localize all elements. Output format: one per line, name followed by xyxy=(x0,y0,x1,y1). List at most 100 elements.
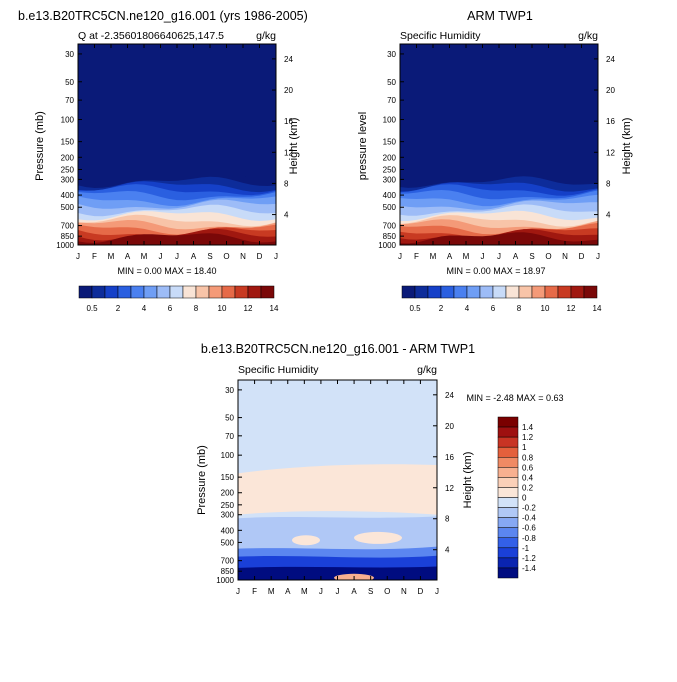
y-tick-label: 250 xyxy=(383,165,397,174)
colorbar-label: 8 xyxy=(517,304,522,313)
x-tick-label: J xyxy=(398,252,402,261)
x-tick-label: M xyxy=(268,587,275,596)
panel-obs-subtitle: Specific Humidity xyxy=(400,30,481,42)
x-tick-label: F xyxy=(92,252,97,261)
plot-field xyxy=(78,44,276,245)
colorbar-label: 0.4 xyxy=(522,473,534,482)
y-tick-label: 70 xyxy=(225,432,234,441)
panel-model-stats: MIN = 0.00 MAX = 18.40 xyxy=(117,266,216,276)
y-tick-label: 1000 xyxy=(56,241,74,250)
y-tick-label: 1000 xyxy=(216,576,234,585)
colorbar-swatch xyxy=(260,285,275,299)
x-tick-label: J xyxy=(274,252,278,261)
colorbar-label: 0.5 xyxy=(409,304,421,313)
panel-diff-colorbar: 1.41.210.80.60.40.20-0.2-0.4-0.6-0.8-1-1… xyxy=(497,416,536,579)
colorbar-swatch xyxy=(440,285,455,299)
panel-diff-subtitle: Specific Humidity xyxy=(238,364,319,376)
panel-model-y2label: Height (km) xyxy=(288,118,300,175)
panel-model-title: b.e13.B20TRC5CN.ne120_g16.001 (yrs 1986-… xyxy=(18,9,308,23)
panel-diff-units: g/kg xyxy=(417,364,437,376)
colorbar-swatch xyxy=(505,285,520,299)
colorbar-label: 0.5 xyxy=(86,304,98,313)
y2-tick-label: 24 xyxy=(445,391,454,400)
x-tick-label: O xyxy=(384,587,390,596)
colorbar-label: 1.2 xyxy=(522,433,534,442)
colorbar-label: 4 xyxy=(465,304,470,313)
y-tick-label: 250 xyxy=(221,501,235,510)
colorbar-swatch xyxy=(497,557,519,569)
colorbar-label: 0 xyxy=(522,494,527,503)
panel-obs-ylabel: pressure level xyxy=(357,112,369,180)
colorbar-label: -0.4 xyxy=(522,514,536,523)
y-tick-label: 850 xyxy=(383,232,397,241)
y-tick-label: 200 xyxy=(221,489,235,498)
colorbar-label: -1.4 xyxy=(522,564,536,573)
x-tick-label: D xyxy=(257,252,263,261)
x-tick-label: J xyxy=(76,252,80,261)
y-tick-label: 500 xyxy=(383,203,397,212)
colorbar-swatch xyxy=(497,457,519,468)
colorbar-swatch xyxy=(91,285,106,299)
y-tick-label: 50 xyxy=(387,78,396,87)
x-tick-label: A xyxy=(351,587,357,596)
panel-obs-units: g/kg xyxy=(578,30,598,42)
colorbar-swatch xyxy=(497,436,519,448)
colorbar-swatch xyxy=(583,285,598,299)
y-tick-label: 70 xyxy=(65,96,74,105)
y2-tick-label: 16 xyxy=(606,117,615,126)
colorbar-swatch xyxy=(143,285,158,299)
colorbar-swatch xyxy=(497,537,519,549)
y2-tick-label: 12 xyxy=(284,148,293,157)
colorbar-label: 0.2 xyxy=(522,483,534,492)
y-tick-label: 500 xyxy=(221,538,235,547)
diff-positive-region xyxy=(292,535,320,546)
y-tick-label: 100 xyxy=(383,116,397,125)
y-tick-label: 200 xyxy=(61,153,75,162)
x-tick-label: A xyxy=(513,252,519,261)
y2-tick-label: 24 xyxy=(606,55,615,64)
y-tick-label: 700 xyxy=(221,557,235,566)
y-tick-label: 150 xyxy=(61,138,75,147)
diff-positive-region xyxy=(238,464,437,515)
x-tick-label: A xyxy=(125,252,131,261)
y-tick-label: 850 xyxy=(61,232,75,241)
panel-obs-stats: MIN = 0.00 MAX = 18.97 xyxy=(446,266,545,276)
x-tick-label: M xyxy=(430,252,437,261)
x-tick-label: D xyxy=(418,587,424,596)
x-tick-label: O xyxy=(545,252,551,261)
y2-tick-label: 8 xyxy=(284,179,289,188)
y-tick-label: 30 xyxy=(387,50,396,59)
x-tick-label: J xyxy=(481,252,485,261)
colorbar-swatch xyxy=(497,446,519,458)
colorbar-swatch xyxy=(479,285,494,299)
colorbar-swatch xyxy=(156,285,171,299)
colorbar-swatch xyxy=(247,285,262,299)
y-tick-label: 400 xyxy=(383,191,397,200)
plot-field xyxy=(238,380,437,580)
colorbar-label: 4 xyxy=(142,304,147,313)
x-tick-label: S xyxy=(529,252,534,261)
y-tick-label: 50 xyxy=(225,414,234,423)
panel-obs-title: ARM TWP1 xyxy=(467,9,533,23)
x-tick-label: F xyxy=(414,252,419,261)
colorbar-label: 2 xyxy=(439,304,444,313)
y2-tick-label: 12 xyxy=(606,148,615,157)
colorbar-swatch xyxy=(497,426,519,438)
x-tick-label: J xyxy=(236,587,240,596)
colorbar-swatch xyxy=(497,517,519,528)
panel-obs-y2label: Height (km) xyxy=(621,118,633,175)
y2-tick-label: 20 xyxy=(606,86,615,95)
colorbar-label: 2 xyxy=(116,304,121,313)
panel-obs: ARM TWP1 Specific Humidity g/kg J F M A M J J A… xyxy=(357,9,633,313)
colorbar-label: 8 xyxy=(194,304,199,313)
panel-model-subtitle: Q at -2.35601806640625,147.5 xyxy=(78,30,224,42)
colorbar-swatch xyxy=(497,497,519,508)
x-tick-label: O xyxy=(223,252,229,261)
y-tick-label: 400 xyxy=(221,526,235,535)
colorbar-label: 12 xyxy=(567,304,576,313)
colorbar-swatch xyxy=(427,285,442,299)
colorbar-swatch xyxy=(169,285,184,299)
y2-tick-label: 8 xyxy=(606,179,611,188)
x-tick-label: F xyxy=(252,587,257,596)
